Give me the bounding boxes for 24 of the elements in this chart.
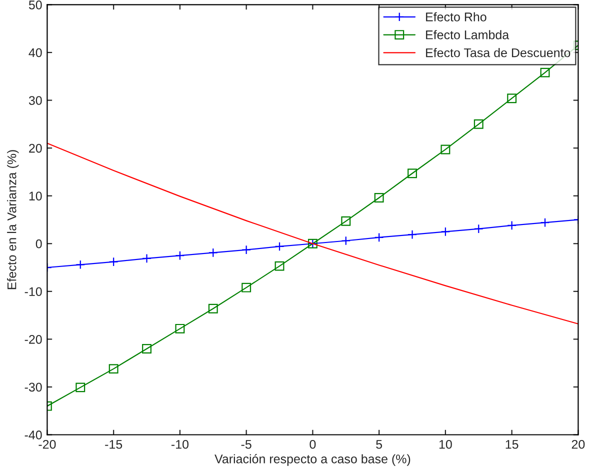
legend-label: Efecto Lambda <box>426 30 510 40</box>
x-tick-label: 15 <box>506 440 518 449</box>
x-tick-label: 10 <box>439 440 452 449</box>
y-tick-label: -30 <box>24 382 42 392</box>
legend-label: Efecto Rho <box>426 12 486 22</box>
x-tick-label: -20 <box>38 440 56 449</box>
x-tick-label: -15 <box>105 440 122 449</box>
x-tick-label: -10 <box>171 440 188 449</box>
y-tick-label: 40 <box>28 48 42 58</box>
y-tick-label: -20 <box>24 334 42 344</box>
x-tick-label: 20 <box>572 440 585 449</box>
y-tick-label: -40 <box>24 430 42 440</box>
x-axis-title: Variación respecto a caso base (%) <box>214 454 410 466</box>
y-tick-label: 30 <box>28 96 42 105</box>
x-tick-label: 5 <box>376 440 382 449</box>
y-tick-label: 10 <box>29 192 42 200</box>
x-tick-label: -5 <box>241 440 252 449</box>
y-tick-label: -10 <box>24 287 42 296</box>
y-tick-label: 50 <box>28 0 42 10</box>
legend-label: Efecto Tasa de Descuento <box>426 48 570 58</box>
y-tick-label: 0 <box>36 239 42 248</box>
y-axis-title: Efecto en la Varianza (%) <box>7 150 19 290</box>
x-tick-label: 0 <box>310 440 316 449</box>
y-tick-label: 20 <box>29 144 42 153</box>
